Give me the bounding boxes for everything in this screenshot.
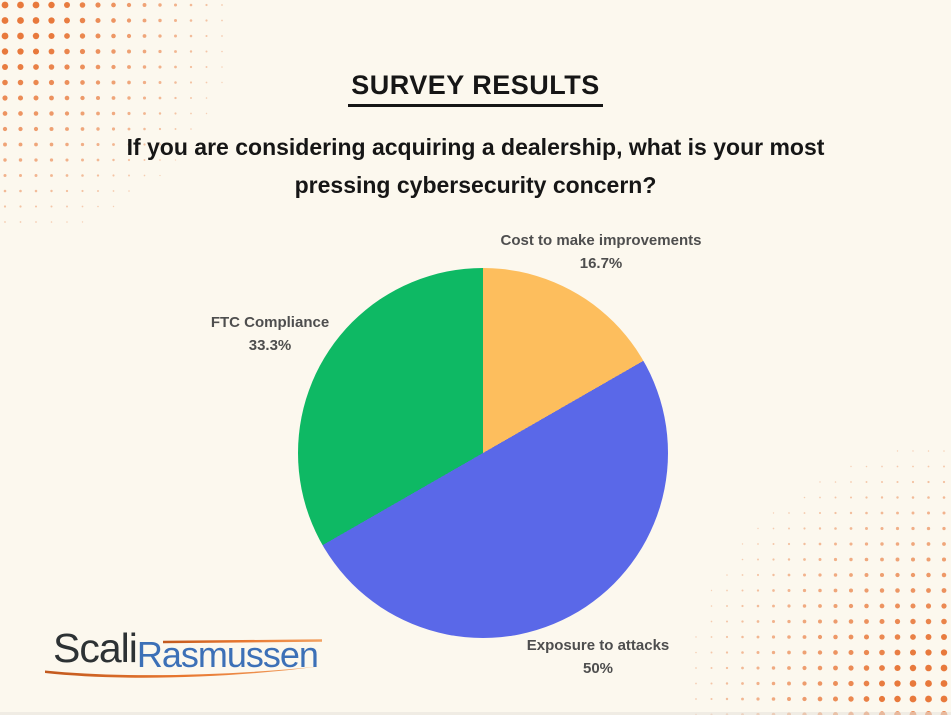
page-title: SURVEY RESULTS bbox=[348, 70, 603, 107]
logo-text-scali: Scali bbox=[53, 625, 138, 671]
pie-label-cost-to-make-improvements: Cost to make improvements 16.7% bbox=[501, 229, 702, 275]
pie-label-name: FTC Compliance bbox=[210, 314, 330, 331]
logo-text-rasmussen: Rasmussen bbox=[136, 634, 319, 675]
survey-question-line2: pressing cybersecurity concern? bbox=[294, 172, 657, 198]
pie-chart bbox=[298, 268, 668, 638]
pie-label-value: 50% bbox=[582, 660, 614, 677]
pie-label-value: 16.7% bbox=[579, 255, 623, 272]
survey-question-line1: If you are considering acquiring a deale… bbox=[126, 134, 825, 160]
pie-label-name: Cost to make improvements bbox=[500, 232, 702, 249]
page-title-wrap: SURVEY RESULTS bbox=[0, 70, 951, 107]
survey-question: If you are considering acquiring a deale… bbox=[0, 128, 951, 204]
pie-label-ftc-compliance: FTC Compliance 33.3% bbox=[211, 311, 329, 357]
pie-label-value: 33.3% bbox=[248, 337, 292, 354]
pie-label-name: Exposure to attacks bbox=[526, 637, 670, 654]
logo-scali-rasmussen: ScaliRasmussen bbox=[45, 625, 323, 678]
halftone-dots-bottom-right bbox=[695, 450, 948, 715]
pie-label-exposure-to-attacks: Exposure to attacks 50% bbox=[527, 634, 670, 680]
